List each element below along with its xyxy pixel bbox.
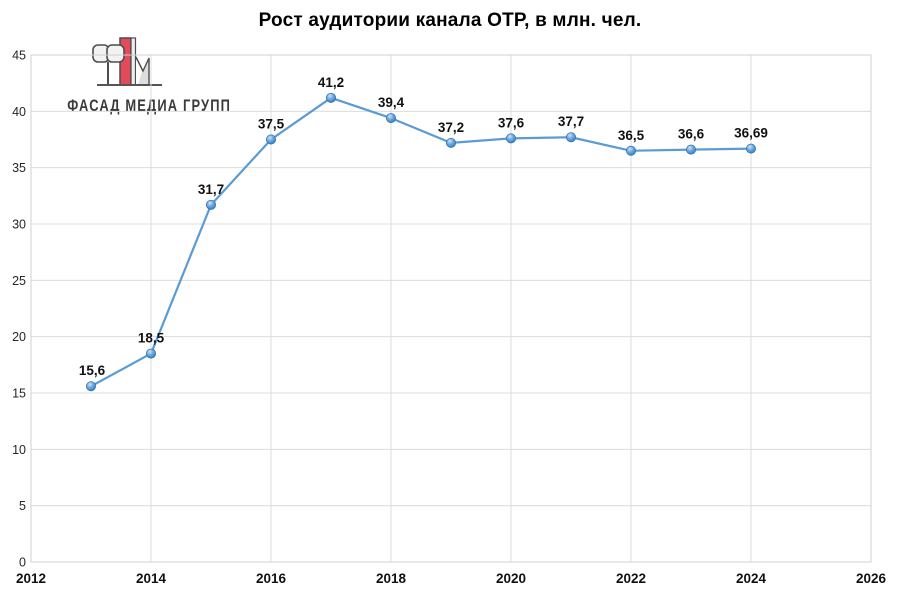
x-tick-label: 2012 [16, 571, 46, 586]
y-tick-label: 40 [12, 105, 26, 119]
y-tick-label: 10 [12, 443, 26, 457]
data-point-marker [686, 144, 697, 155]
data-point-marker [626, 145, 637, 156]
y-tick-label: 15 [12, 387, 26, 401]
y-tick-label: 35 [12, 161, 26, 175]
data-point-label: 37,2 [438, 120, 464, 135]
data-point-marker [445, 137, 456, 148]
y-tick-label: 5 [19, 499, 26, 513]
y-tick-label: 25 [12, 274, 26, 288]
data-point-label: 39,4 [378, 95, 405, 110]
x-tick-label: 2016 [256, 571, 287, 586]
fasad-media-group-logo: ФАСАД МЕДИА ГРУПП [48, 28, 230, 120]
data-point-label: 37,6 [498, 115, 525, 130]
y-tick-label: 20 [12, 330, 26, 344]
y-tick-label: 30 [12, 218, 26, 232]
x-tick-label: 2024 [736, 571, 767, 586]
data-point-label: 36,5 [618, 128, 645, 143]
data-point-marker [205, 199, 216, 210]
logo-icon [92, 37, 162, 86]
x-tick-label: 2018 [376, 571, 407, 586]
data-point-marker [265, 134, 276, 145]
data-point-label: 37,5 [258, 117, 285, 132]
y-tick-label: 45 [12, 49, 26, 63]
data-point-marker [566, 132, 577, 143]
data-point-label: 37,7 [558, 114, 584, 129]
data-point-label: 36,69 [734, 126, 768, 141]
data-point-marker [385, 113, 396, 124]
data-point-marker [505, 133, 516, 144]
data-point-label: 31,7 [198, 182, 224, 197]
data-point-label: 15,6 [79, 363, 106, 378]
data-point-marker [325, 92, 336, 103]
data-point-label: 18,5 [138, 331, 165, 346]
data-point-marker [86, 381, 97, 392]
data-label-layer: 15,6 18,5 31,7 37,5 41,2 39,4 37,2 37,6 37,7 36,5… [79, 75, 768, 378]
series-line [90, 96, 752, 388]
chart-title: Рост аудитории канала ОТР, в млн. чел. [258, 10, 642, 31]
plot-border [30, 54, 872, 563]
axis-layer: 0 5 10 15 20 25 30 35 40 45 2012 2014 2016 2018 2020 20… [12, 49, 886, 587]
data-point-label: 36,6 [678, 127, 705, 142]
data-point-marker [145, 348, 156, 359]
data-point-label: 41,2 [318, 75, 344, 90]
series-layer [86, 92, 757, 392]
x-tick-label: 2022 [616, 571, 646, 586]
y-tick-label: 0 [19, 556, 26, 570]
data-point-marker [746, 143, 757, 154]
x-tick-label: 2026 [856, 571, 887, 586]
x-tick-label: 2020 [496, 571, 526, 586]
x-tick-label: 2014 [136, 571, 167, 586]
